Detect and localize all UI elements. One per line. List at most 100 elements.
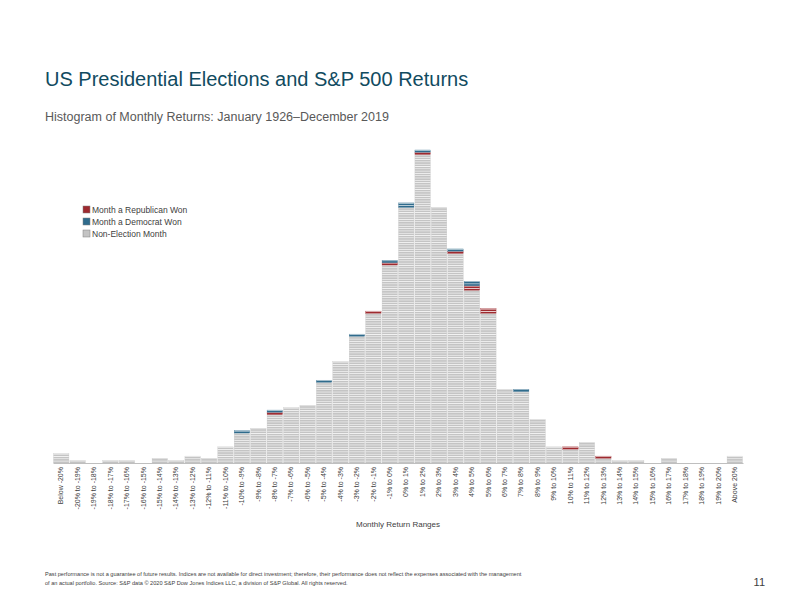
x-tick-label: 4% to 5% [468, 467, 475, 497]
bar-segment [333, 362, 348, 463]
x-tick-label: 5% to 6% [485, 467, 492, 497]
bar-segment [201, 458, 216, 459]
x-tick-label: 3% to 4% [452, 467, 459, 497]
bar-segment [464, 286, 479, 291]
legend-swatch [83, 206, 90, 213]
bar-segment [481, 309, 496, 314]
bar-segment [497, 389, 512, 390]
x-tick: 11% to 12% [583, 463, 590, 504]
bar-segment [53, 454, 68, 463]
bar-segment [136, 463, 151, 464]
bar-segment [267, 415, 282, 463]
x-axis-title: Monthly Return Ranges [356, 520, 440, 529]
bar-segment [448, 251, 463, 253]
x-tick-label: -1% to 0% [386, 467, 393, 499]
legend-item: Month a Democrat Won [83, 217, 182, 227]
bar-segment [86, 463, 101, 464]
bar-segment [694, 463, 709, 464]
bar-segment [645, 463, 660, 464]
x-tick-label: -13% to -12% [189, 467, 196, 509]
legend-item: Month a Republican Won [83, 205, 188, 215]
bar-segment [283, 408, 298, 463]
bar-segment [53, 453, 68, 454]
bar-segment [661, 458, 676, 459]
x-tick: 6% to 7% [501, 463, 508, 497]
bar-segment [678, 463, 693, 464]
x-tick-label: 13% to 14% [616, 467, 623, 505]
bar-segment [513, 389, 528, 391]
x-tick: -18% to -17% [107, 463, 114, 509]
bar-segment [366, 311, 381, 313]
x-tick-label: -3% to -2% [353, 467, 360, 502]
x-tick: -20% to -19% [74, 463, 81, 509]
x-tick-label: 12% to 13% [600, 467, 607, 505]
x-tick: 2% to 3% [435, 463, 442, 497]
bar-segment [645, 463, 660, 464]
x-tick: 5% to 6% [485, 463, 492, 497]
bar-segment [86, 463, 101, 464]
x-tick: -13% to -12% [189, 463, 196, 509]
x-tick: -12% to -11% [205, 463, 212, 509]
bar-segment [497, 389, 512, 390]
bar-segment [136, 463, 151, 464]
bar-segment [398, 208, 413, 463]
bar-segment [661, 458, 676, 463]
bar-segment [694, 463, 709, 464]
bar-segment [530, 419, 545, 420]
x-tick-label: 10% to 11% [567, 467, 574, 504]
bar-segment [431, 207, 446, 208]
x-tick: -10% to -9% [238, 463, 245, 506]
x-tick: -5% to -4% [320, 463, 327, 502]
bar-segment [119, 460, 134, 461]
x-tick-label: -12% to -11% [205, 467, 212, 509]
x-axis-line [54, 463, 744, 464]
bar-segment [152, 458, 167, 463]
x-tick: -3% to -2% [353, 463, 360, 502]
bar-segment [152, 458, 167, 459]
x-axis: Below -20%-20% to -19%-19% to -18%-18% t… [54, 463, 744, 509]
x-tick-label: 7% to 8% [517, 467, 524, 497]
x-tick-label: -14% to -13% [172, 467, 179, 509]
bar-segment [218, 447, 233, 463]
x-tick: -19% to -18% [90, 463, 97, 509]
bar-segment [612, 460, 627, 461]
bar-segment [136, 463, 151, 464]
bar-segment [349, 336, 364, 463]
bar-segment [497, 389, 512, 463]
x-tick-label: -2% to -1% [370, 467, 377, 502]
bar-segment [711, 463, 726, 464]
x-tick-label: Above 20% [731, 467, 738, 503]
bar-segment [645, 463, 660, 464]
bar-segment [431, 207, 446, 208]
bar-segment [678, 463, 693, 464]
bar-segment [546, 446, 561, 447]
bar-segment [168, 460, 183, 461]
bar-segment [727, 456, 742, 463]
bar-segment [448, 249, 463, 251]
x-tick-label: 2% to 3% [435, 467, 442, 497]
x-tick-label: -16% to -15% [140, 467, 147, 509]
bar-segment [234, 433, 249, 463]
x-tick: 14% to 15% [632, 463, 639, 505]
bar-segment [563, 449, 578, 463]
bar-segment [628, 461, 643, 463]
bar-segment [711, 463, 726, 464]
bar-segment [415, 155, 430, 463]
x-tick: -14% to -13% [172, 463, 179, 509]
bar-segment [103, 460, 118, 461]
legend-label: Non-Election Month [92, 229, 167, 239]
bar-segment [563, 447, 578, 449]
bar-segment [70, 460, 85, 461]
x-tick-label: -15% to -14% [156, 467, 163, 509]
bar-segment [316, 382, 331, 463]
x-tick-label: -9% to -8% [255, 467, 262, 502]
x-tick-label: 15% to 16% [649, 467, 656, 505]
bar-segment [628, 460, 643, 461]
legend-item: Non-Election Month [83, 229, 167, 239]
bar-segment [727, 456, 742, 457]
x-tick: -11% to -10% [222, 463, 229, 509]
x-tick-label: -6% to -5% [304, 467, 311, 502]
bar-segment [185, 456, 200, 457]
x-tick: 13% to 14% [616, 463, 623, 505]
bar-segment [283, 407, 298, 408]
